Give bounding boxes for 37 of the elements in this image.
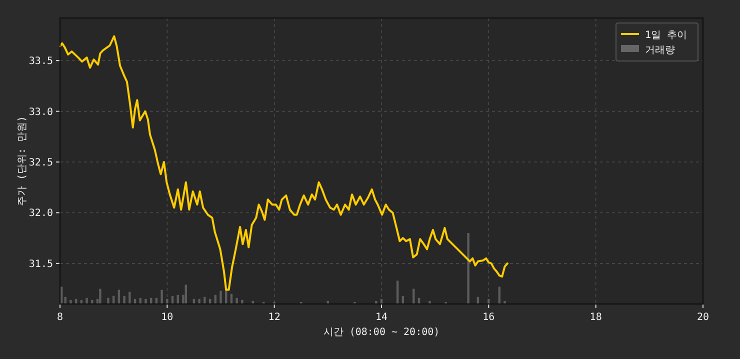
- bar: [198, 298, 200, 304]
- bar: [428, 300, 431, 304]
- bar: [204, 296, 206, 304]
- bar: [160, 290, 163, 304]
- legend-label: 1일 추이: [645, 30, 688, 41]
- x-tick-label: 16: [482, 312, 495, 323]
- bar: [467, 233, 470, 304]
- bar: [128, 292, 131, 304]
- x-tick-label: 10: [161, 312, 174, 323]
- x-tick-label: 8: [56, 312, 64, 323]
- x-tick-label: 18: [590, 312, 602, 323]
- bar: [488, 298, 490, 304]
- y-tick-label: 32.5: [28, 158, 53, 169]
- bar: [144, 298, 147, 304]
- bar: [396, 280, 399, 304]
- y-axis-title: 주가 (단위: 만원): [17, 116, 28, 206]
- bar: [70, 300, 72, 304]
- bar: [412, 288, 415, 304]
- bar: [123, 296, 126, 304]
- y-tick-label: 32.0: [28, 208, 53, 220]
- y-tick-label: 33.5: [28, 56, 53, 68]
- bar: [91, 300, 94, 304]
- bar: [241, 300, 244, 304]
- y-tick-label: 31.5: [28, 258, 53, 270]
- legend-label: 거래량: [645, 45, 675, 56]
- x-axis-title: 시간 (08:00 ~ 20:00): [323, 327, 440, 338]
- bar: [236, 298, 238, 304]
- bar: [99, 288, 102, 304]
- x-tick-label: 20: [696, 312, 710, 323]
- bar: [220, 290, 222, 304]
- x-tick-label: 14: [375, 312, 388, 323]
- bar: [86, 298, 88, 304]
- y-tick-label: 33.0: [28, 106, 53, 118]
- bar: [504, 300, 506, 304]
- bar: [166, 298, 168, 304]
- bar: [107, 298, 110, 304]
- x-tick-label: 12: [268, 312, 280, 323]
